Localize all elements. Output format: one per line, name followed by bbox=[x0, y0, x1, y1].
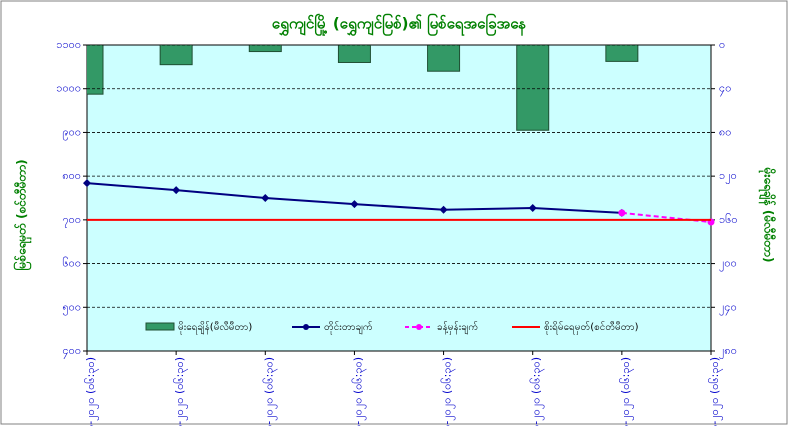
bar bbox=[248, 45, 282, 53]
y2-tick-label: ၂၀၀ bbox=[719, 257, 737, 272]
y2-axis-title: မိုးရေချိန် (မီလီမီတာ) bbox=[758, 167, 778, 263]
x-tick-label: ၂၄-၇-၂၀၂၀ (၀၆:၃၀) bbox=[84, 357, 99, 426]
legend-label: စိုးရိမ်ရေမှတ်(စင်တီမီတာ) bbox=[544, 320, 639, 335]
y2-tick-label: ၄၀ bbox=[719, 82, 731, 97]
plot-clip bbox=[87, 45, 639, 131]
y2-tick-label: ၁၂၀ bbox=[719, 169, 737, 184]
y2-tick-label: ၀ bbox=[719, 38, 725, 51]
marker bbox=[261, 194, 270, 202]
y-tick-label: ၉၀၀ bbox=[62, 125, 81, 140]
x-tick-label: ၂၈-၇-၂၀၂၀ (၀၆:၃၀) bbox=[441, 357, 456, 426]
x-tick-label: ၃၀-၇-၂၀၂၀ (၀၆:၃၀) bbox=[619, 357, 634, 426]
marker bbox=[83, 179, 91, 188]
x-tick-label: ၂၇-၇-၂၀၂၀ (၀၆:၃၀) bbox=[351, 357, 366, 426]
y-tick-label: ၇၀၀ bbox=[62, 213, 81, 228]
y-tick-label: ၅၀၀ bbox=[62, 300, 81, 315]
y-tick-label: ၁၁၀၀ bbox=[56, 38, 81, 51]
legend-marker bbox=[303, 324, 309, 330]
y-tick-label: ၁၀၀၀ bbox=[56, 82, 81, 95]
plot-area bbox=[86, 44, 712, 352]
bar bbox=[337, 45, 371, 63]
x-tick-label: ၃၁-၇-၂၀၂၀ (၀၆:၃၀) bbox=[708, 357, 723, 426]
bar bbox=[516, 45, 550, 131]
y2-tick-label: ၂၈၀ bbox=[719, 344, 737, 359]
legend-marker bbox=[416, 324, 422, 330]
marker bbox=[528, 204, 537, 213]
legend-label: တိုင်းတာချက် bbox=[324, 320, 373, 335]
bar bbox=[427, 45, 461, 72]
y2-tick-label: ၁၆၀ bbox=[719, 213, 738, 226]
y-tick-label: ၈၀၀ bbox=[62, 169, 81, 182]
bar bbox=[87, 45, 104, 95]
marker bbox=[618, 209, 626, 217]
y-axis-title: မြစ်ရေမှတ် (စင်တီမီတာ) bbox=[12, 159, 33, 270]
y2-tick-label: ၈၀ bbox=[719, 125, 731, 138]
x-tick-label: ၂၉-၇-၂၀၂၀ (၀၆:၃၀) bbox=[530, 357, 545, 426]
marker bbox=[439, 205, 448, 214]
legend-label: မိုးရေချိန်(မီလီမီတာ) bbox=[178, 320, 252, 335]
y-tick-label: ၄၀၀ bbox=[62, 344, 81, 359]
bar bbox=[159, 45, 193, 66]
legend-label: ခန့်မှန်းချက် bbox=[437, 320, 478, 335]
marker bbox=[350, 200, 359, 209]
y-tick-label: ၆၀၀ bbox=[62, 257, 81, 270]
x-tick-label: ၂၅-၇-၂၀၂၀ (၀၆:၃၀) bbox=[173, 357, 188, 426]
y2-tick-label: ၂၄၀ bbox=[719, 300, 737, 315]
bar bbox=[605, 45, 639, 62]
x-tick-label: ၂၆-၇-၂၀၂၀ (၀၆:၃၀) bbox=[262, 357, 277, 426]
marker bbox=[172, 186, 181, 195]
legend-swatch bbox=[145, 322, 175, 331]
